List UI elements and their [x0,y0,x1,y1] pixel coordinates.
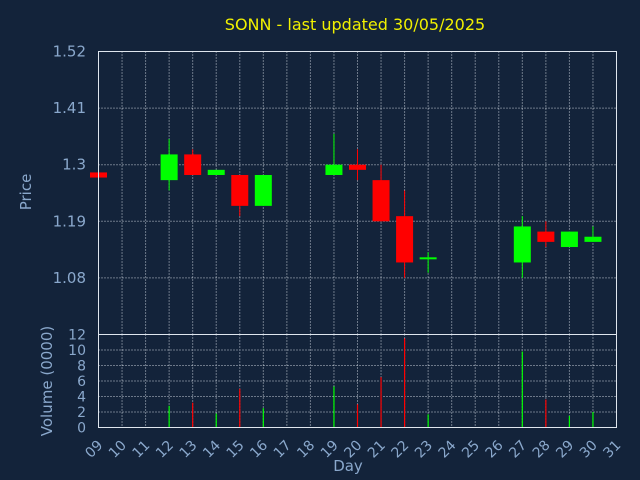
day-tick-label: 11 [129,438,153,462]
day-tick-label: 22 [388,438,412,462]
chart-title: SONN - last updated 30/05/2025 [225,15,485,34]
volume-tick-label: 0 [77,421,86,437]
day-tick-label: 12 [153,438,177,462]
price-tick-label: 1.3 [62,156,86,174]
volume-tick-label: 2 [77,405,86,421]
candlestick-series [90,133,602,278]
price-tick-label: 1.08 [53,269,86,287]
volume-tick-label: 6 [77,374,86,390]
day-tick-label: 14 [200,437,224,461]
candle-body [184,154,202,175]
day-tick-label: 23 [412,438,436,462]
candle [184,149,202,175]
candle [513,216,531,278]
day-tick-label: 31 [600,438,624,462]
day-tick-label: 10 [106,438,130,462]
volume-tick-label: 8 [77,359,86,375]
candle [349,149,366,181]
day-axis-title: Day [333,457,363,475]
day-tick-label: 13 [177,438,201,462]
candle-body [396,216,414,263]
volume-tick-label: 12 [68,328,86,344]
candle [560,231,578,248]
candle-body [207,169,225,175]
day-tick-label: 09 [82,438,106,462]
candle-body [419,257,437,260]
day-tick-labels: 09 10 11 12 13 14 15 16 17 18 19 20 21 22 23 24 25 26 27 28… [82,437,624,461]
price-panel: 1.52 1.41 1.3 1.19 1.08 [53,43,617,335]
candle [231,174,249,217]
price-gridlines [98,51,617,335]
candle [325,133,343,175]
volume-series [168,338,594,428]
day-tick-label: 25 [459,438,483,462]
price-axis-title: Price [17,174,35,211]
candle-body [325,164,343,175]
price-tick-label: 1.52 [53,43,86,61]
candle-body [584,236,602,242]
day-tick-label: 17 [271,438,295,462]
candle [207,169,225,175]
candle [372,164,390,222]
day-tick-label: 21 [365,438,389,462]
candle [396,190,414,278]
candle-body [513,226,531,263]
price-tick-labels: 1.52 1.41 1.3 1.19 1.08 [53,43,86,287]
day-tick-label: 27 [506,438,530,462]
price-tick-label: 1.41 [53,99,86,117]
volume-plot-frame [98,334,617,428]
candle-body [537,231,555,242]
candle-body [231,174,249,206]
volume-tick-label: 4 [77,390,86,406]
candle [160,138,178,191]
candle-body [372,180,390,222]
day-tick-label: 24 [436,437,460,461]
day-tick-label: 28 [530,438,554,462]
day-tick-label: 30 [577,438,601,462]
day-tick-label: 29 [553,438,577,462]
candle-body [160,154,178,181]
volume-axis-title: Volume (0000) [38,326,56,436]
candle [537,221,555,248]
candle-body [254,174,272,206]
day-tick-label: 15 [224,438,248,462]
day-tick-label: 26 [483,437,507,461]
candle [419,252,437,273]
candle [254,174,272,206]
price-tick-label: 1.19 [53,212,86,230]
candle-body [560,231,578,248]
day-tick-label: 16 [247,437,271,461]
day-tick-label: 18 [294,438,318,462]
volume-tick-label: 10 [68,343,86,359]
candle [584,226,602,242]
candle-body [349,164,366,170]
